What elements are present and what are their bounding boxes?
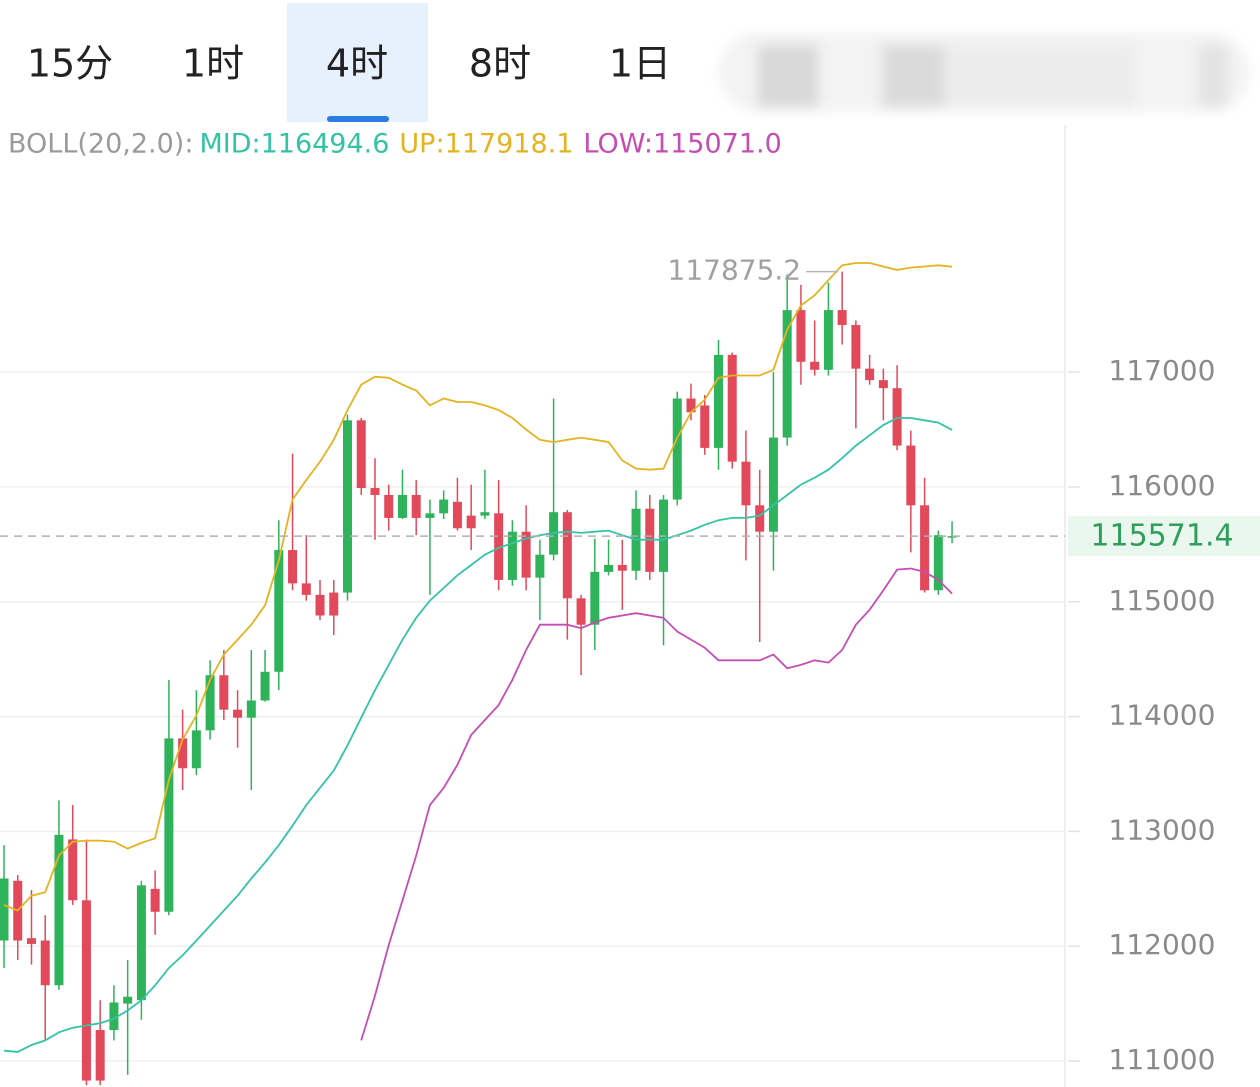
candle-body (823, 310, 833, 370)
indicator-label: BOLL(20,2.0): (8, 129, 193, 160)
y-tick-label: 112000 (1109, 928, 1216, 961)
candle-body (343, 420, 352, 593)
tab[interactable]: 8时 (469, 42, 531, 86)
candle-body (439, 499, 449, 514)
last-price-label: 115571.4 (1090, 519, 1233, 554)
active-tab-indicator (327, 116, 389, 122)
candle-body (920, 505, 930, 591)
candle-body (755, 505, 765, 532)
candle-body (0, 878, 9, 941)
y-tick-label: 111000 (1109, 1043, 1216, 1076)
candle-body (191, 730, 201, 769)
tab[interactable]: 15分 (27, 42, 113, 86)
candle-body (617, 565, 627, 571)
candle-body (246, 700, 256, 718)
candle-body (507, 531, 517, 580)
candle-body (356, 420, 366, 489)
candle-body (480, 512, 490, 516)
candle-body (768, 437, 778, 532)
candle-body (411, 494, 421, 518)
y-tick-label: 115000 (1109, 584, 1216, 617)
y-tick-label: 117000 (1109, 354, 1216, 387)
candle-body (604, 565, 614, 572)
candle-body (741, 461, 751, 506)
candle-body (109, 1002, 119, 1031)
tab[interactable]: 4时 (326, 42, 388, 86)
tab[interactable]: 1时 (182, 42, 244, 86)
candle-body (535, 554, 545, 578)
candle-body (590, 571, 600, 625)
candle-body (397, 494, 407, 518)
candle-body (370, 488, 380, 495)
candle-body (219, 675, 229, 710)
plot-area (0, 262, 957, 1086)
candle-body (713, 354, 723, 448)
indicator-value: UP:117918.1 (399, 129, 573, 160)
candle-body (178, 738, 188, 769)
candle-body (892, 388, 902, 446)
y-tick-label: 114000 (1109, 699, 1216, 732)
last-price-box (1068, 516, 1260, 557)
candle-body (933, 535, 943, 591)
y-tick-label: 113000 (1109, 813, 1216, 846)
candle-body (40, 940, 50, 986)
boll-line (3, 417, 953, 1053)
active-tab-bg (287, 3, 428, 122)
candle-body (878, 380, 888, 389)
candle-body (700, 405, 710, 448)
candle-body (796, 310, 806, 362)
y-tick-label: 116000 (1109, 469, 1216, 502)
candle-body (164, 738, 174, 912)
candle-body (301, 583, 311, 595)
candle-body (782, 310, 792, 438)
candle-body (288, 550, 298, 584)
candle-body (68, 839, 78, 901)
candle-body (315, 594, 325, 616)
candle-body (865, 368, 875, 381)
candle-body (494, 513, 504, 580)
candle-body (727, 354, 737, 462)
candle-body (54, 834, 64, 986)
candle-body (205, 675, 215, 731)
candle-body (81, 900, 91, 1081)
candle-body (384, 494, 394, 518)
candle-body (686, 398, 696, 413)
candle-body (274, 550, 284, 672)
indicator-value: LOW:115071.0 (583, 129, 781, 160)
candle-body (672, 398, 682, 500)
blurred-area (718, 32, 1250, 112)
candle-body (95, 1030, 105, 1081)
candle-body (851, 325, 861, 369)
candle-body (562, 512, 572, 599)
candle-body (466, 515, 476, 529)
candle-body (136, 885, 146, 1001)
candle-body (452, 501, 462, 529)
boll-line (3, 262, 953, 912)
candle-body (906, 445, 916, 506)
tab[interactable]: 1日 (609, 42, 671, 86)
candle-body (26, 938, 36, 944)
candle-body (123, 996, 133, 1004)
candle-body (576, 598, 586, 625)
indicator-value: MID:116494.6 (199, 129, 389, 160)
candle-body (150, 888, 160, 912)
candle-body (837, 310, 847, 326)
candle-body (521, 531, 531, 578)
candle-body (233, 709, 243, 718)
high-label: 117875.2 (668, 254, 802, 287)
candle-body (425, 513, 435, 518)
candle-body (810, 361, 820, 370)
candle-body (260, 671, 270, 701)
candle-body (329, 592, 339, 616)
boll-line (360, 567, 953, 1041)
